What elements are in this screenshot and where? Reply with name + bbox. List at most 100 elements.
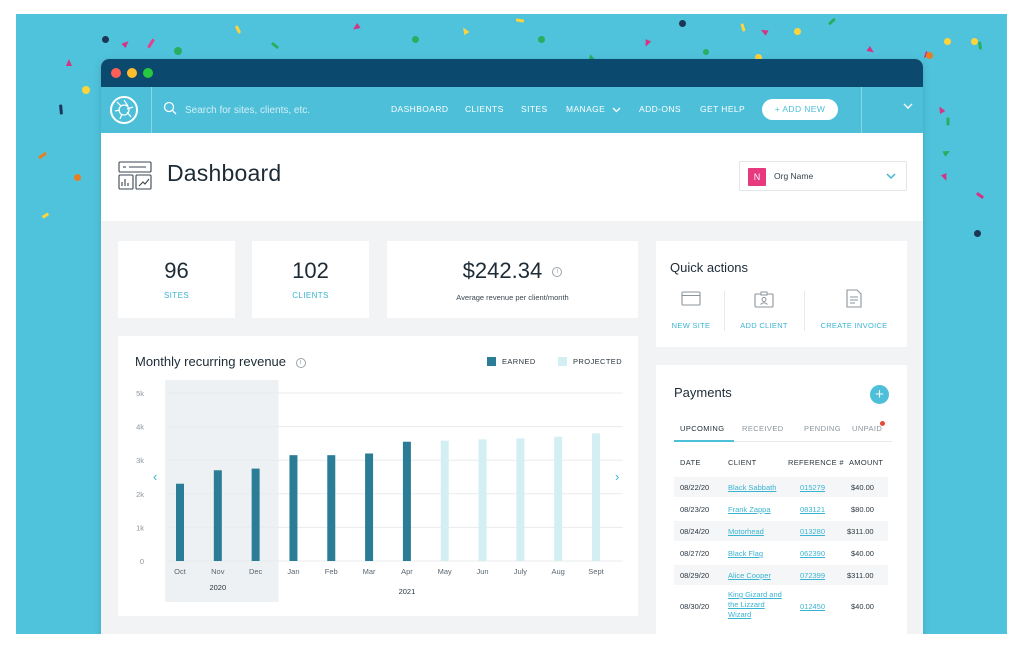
org-selector[interactable]: N Org Name: [739, 161, 907, 191]
y-tick-label: 4k: [136, 423, 144, 432]
tab-pending[interactable]: PENDING: [804, 424, 841, 433]
highlighted-year-band: [165, 380, 279, 602]
x-tick-label: May: [438, 567, 452, 576]
payment-client-link[interactable]: the Lizzard: [728, 600, 765, 609]
table-row[interactable]: 08/27/20 Black Flag 062390 $40.00: [674, 543, 888, 563]
payment-reference-link[interactable]: 083121: [800, 505, 826, 514]
sites-label[interactable]: SITES: [163, 291, 190, 300]
nav-manage-label: MANAGE: [566, 104, 606, 114]
confetti-piece: [82, 86, 90, 94]
tab-received[interactable]: RECEIVED: [742, 424, 784, 433]
info-icon[interactable]: i: [552, 267, 563, 278]
confetti-piece: [740, 23, 746, 32]
earned-bar-jan[interactable]: [289, 455, 298, 561]
payment-reference-link[interactable]: 015279: [800, 483, 826, 492]
payment-client-link[interactable]: Alice Cooper: [728, 571, 771, 580]
chart-prev-arrow[interactable]: ‹: [153, 469, 158, 484]
x-tick-label: Feb: [325, 567, 338, 576]
tab-unpaid[interactable]: UNPAID: [852, 424, 883, 433]
new-site-label: NEW SITE: [671, 321, 711, 330]
projected-bar-aug[interactable]: [554, 436, 563, 561]
x-tick-label: Jan: [287, 567, 299, 576]
info-icon[interactable]: i: [295, 357, 306, 368]
payment-client-link[interactable]: Motorhead: [728, 527, 764, 536]
new-site-action[interactable]: NEW SITE: [656, 287, 726, 337]
contact-card-icon: [754, 291, 774, 308]
payment-client-link[interactable]: Wizard: [728, 610, 752, 619]
earned-bar-apr[interactable]: [402, 441, 411, 561]
tab-upcoming[interactable]: UPCOMING: [680, 424, 725, 433]
earned-bar-oct[interactable]: [176, 483, 184, 561]
confetti-piece: [59, 104, 63, 115]
navbar-divider: [151, 87, 152, 133]
page-header: Dashboard N Org Name: [101, 133, 923, 221]
payment-client-link[interactable]: Black Flag: [728, 549, 764, 558]
confetti-piece: [174, 47, 182, 55]
quick-actions-title: Quick actions: [670, 260, 749, 275]
nav-dashboard[interactable]: DASHBOARD: [391, 104, 449, 114]
add-payment-button[interactable]: +: [870, 385, 889, 404]
chevron-down-icon[interactable]: [903, 103, 913, 110]
table-row[interactable]: 08/29/20 Alice Cooper 072399 $311.00: [674, 565, 888, 585]
payment-reference-link[interactable]: 072399: [800, 571, 826, 580]
search-input[interactable]: [185, 100, 365, 120]
confetti-piece: [121, 38, 131, 49]
nav-clients[interactable]: CLIENTS: [465, 104, 504, 114]
confetti-piece: [866, 46, 876, 55]
confetti-piece: [944, 38, 951, 45]
confetti-piece: [936, 104, 946, 115]
add-client-action[interactable]: ADD CLIENT: [729, 287, 799, 337]
payment-amount: $40.00: [851, 549, 874, 558]
payment-reference-link[interactable]: 013280: [800, 527, 826, 536]
payment-reference-link[interactable]: 012450: [800, 602, 826, 611]
x-tick-label: Oct: [174, 567, 187, 576]
window-close-button[interactable]: [111, 68, 121, 78]
confetti-piece: [41, 212, 50, 219]
payment-client-link[interactable]: King Gizard and: [728, 590, 782, 599]
nav-get-help[interactable]: GET HELP: [700, 104, 746, 114]
x-tick-label: Mar: [363, 567, 376, 576]
nav-add-ons[interactable]: ADD-ONS: [639, 104, 681, 114]
x-tick-label: Nov: [211, 567, 225, 576]
chevron-down-icon: [612, 107, 621, 113]
payment-amount: $40.00: [851, 483, 874, 492]
sites-count: 96: [164, 258, 189, 283]
table-row[interactable]: 08/30/20 King Gizard and the Lizzard Wiz…: [674, 590, 888, 624]
payment-date: 08/30/20: [680, 602, 710, 611]
table-row[interactable]: 08/22/20 Black Sabbath 015279 $40.00: [674, 477, 888, 497]
projected-bar-july[interactable]: [516, 438, 525, 561]
window-maximize-button[interactable]: [143, 68, 153, 78]
projected-bar-sept[interactable]: [592, 433, 600, 561]
table-row[interactable]: 08/23/20 Frank Zappa 083121 $80.00: [674, 499, 888, 519]
payment-reference-link[interactable]: 062390: [800, 549, 826, 558]
payment-date: 08/27/20: [680, 549, 710, 558]
nav-manage[interactable]: MANAGE: [566, 104, 621, 114]
nav-sites[interactable]: SITES: [521, 104, 548, 114]
table-row[interactable]: 08/24/20 Motorhead 013280 $311.00: [674, 521, 888, 541]
earned-bar-mar[interactable]: [365, 453, 374, 561]
projected-bar-may[interactable]: [440, 440, 449, 561]
chart-next-arrow[interactable]: ›: [615, 469, 620, 484]
year-label: 2020: [209, 583, 226, 592]
add-client-label: ADD CLIENT: [740, 321, 788, 330]
earned-bar-dec[interactable]: [251, 468, 260, 561]
legend-projected-label: PROJECTED: [573, 357, 623, 366]
average-revenue-value: $242.34: [462, 258, 543, 283]
payment-date: 08/22/20: [680, 483, 710, 492]
payment-client-link[interactable]: Black Sabbath: [728, 483, 777, 492]
projected-bar-jun[interactable]: [478, 439, 487, 561]
earned-bar-feb[interactable]: [327, 455, 336, 561]
earned-bar-nov[interactable]: [213, 470, 222, 561]
revenue-stat-card: $242.34 i Average revenue per client/mon…: [387, 241, 638, 318]
window-minimize-button[interactable]: [127, 68, 137, 78]
confetti-piece: [515, 18, 525, 23]
create-invoice-action[interactable]: CREATE INVOICE: [814, 287, 894, 337]
add-new-button[interactable]: + ADD NEW: [762, 99, 838, 120]
clients-stat-card: 102 CLIENTS: [252, 241, 369, 318]
confetti-piece: [703, 49, 709, 55]
dashboard-icon: [118, 161, 152, 190]
payment-client-link[interactable]: Frank Zappa: [728, 505, 771, 514]
legend-projected-swatch: [558, 357, 567, 366]
aperture-logo-icon[interactable]: [110, 96, 138, 124]
clients-label[interactable]: CLIENTS: [292, 291, 329, 300]
